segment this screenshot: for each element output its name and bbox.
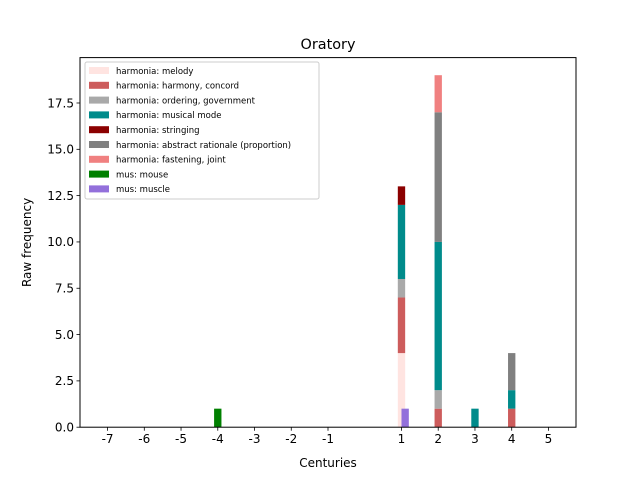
legend-swatch [89,81,109,89]
bar-mus-mouse--4 [214,408,222,428]
x-tick-label: 1 [398,432,406,446]
bar-harmonia-harmony-concord-4 [508,408,516,428]
x-tick-label: 2 [434,432,442,446]
bar-harmonia-harmony-concord-1 [397,297,406,354]
legend-frame [84,61,320,200]
x-tick-label: -4 [212,432,224,446]
y-tick-label: 0.0 [55,421,74,435]
legend-swatch [89,126,109,134]
x-tick-label: -1 [322,432,334,446]
bar-harmonia-melody-1 [397,353,406,428]
bar-harmonia-musical-mode-1 [397,204,406,279]
x-tick-label: -3 [249,432,261,446]
bar-harmonia-musical-mode-3 [471,408,479,428]
legend-swatch [89,141,109,148]
y-ticks: 0.0 2.5 5.0 7.5 10.0 12.5 15.0 17.5 [47,96,80,435]
legend-label: harmonia: stringing [116,126,200,136]
legend-label: mus: muscle [116,185,170,195]
bar-harmonia-abstract-rationale-proportion--2 [434,112,442,242]
bar-harmonia-abstract-rationale-proportion--4 [508,353,516,391]
legend-swatch [89,170,109,178]
y-tick-label: 7.5 [55,282,74,296]
chart-title: Oratory [301,37,356,53]
bar-harmonia-fastening-joint-2 [434,75,442,113]
bar-harmonia-stringing-1 [397,186,406,205]
legend-label: harmonia: harmony, concord [116,82,239,92]
y-tick-label: 15.0 [47,143,74,157]
y-tick-label: 2.5 [55,374,74,388]
y-axis-label: Raw frequency [20,198,34,287]
legend-swatch [89,155,109,163]
legend-label: harmonia: melody [116,67,193,77]
legend-label: harmonia: fastening, joint [116,156,226,166]
y-tick-label: 17.5 [47,96,74,110]
legend-swatch [89,67,109,74]
y-tick-label: 5.0 [55,328,74,342]
x-tick-label: -7 [102,432,114,446]
bar-harmonia-musical-mode-4 [508,390,516,409]
x-ticks: -7 -6 -5 -4 -3 -2 -1 1 2 3 4 5 [102,427,553,446]
x-axis-label: Centuries [299,456,357,470]
x-tick-label: -6 [138,432,150,446]
legend: harmonia: melody harmonia: harmony, conco… [84,61,320,200]
legend-label: harmonia: abstract rationale (proportion… [116,141,291,151]
legend-label: harmonia: ordering, government [116,96,256,106]
bar-harmonia-musical-mode-2 [434,241,442,391]
legend-label: harmonia: musical mode [116,111,221,121]
bar-harmonia-harmony-concord-2 [434,408,442,428]
bar-harmonia-ordering-government-2 [434,390,442,409]
legend-entries: harmonia: melody harmonia: harmony, conco… [89,67,291,195]
x-tick-label: 5 [545,432,553,446]
legend-swatch [89,111,109,119]
legend-swatch [89,185,109,193]
bar-mus-muscle-1 [401,408,409,428]
legend-swatch [89,96,109,104]
legend-label: mus: mouse [116,170,168,180]
x-tick-label: 4 [508,432,516,446]
bar-harmonia-ordering-government-1 [397,278,406,298]
x-tick-label: -5 [175,432,187,446]
bars-layer [214,75,516,428]
x-tick-label: 3 [471,432,479,446]
y-tick-label: 10.0 [47,235,74,249]
x-tick-label: -2 [285,432,297,446]
y-tick-label: 12.5 [47,189,74,203]
